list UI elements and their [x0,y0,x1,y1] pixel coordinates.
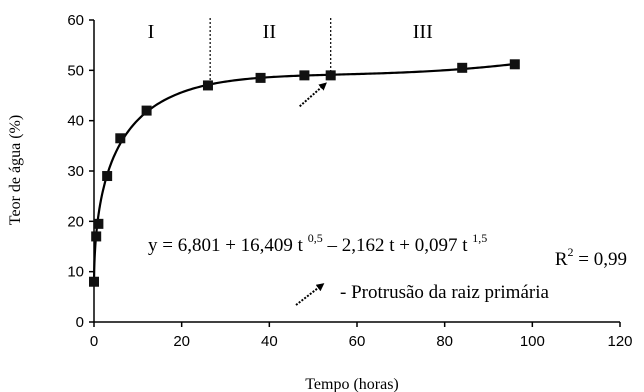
data-point [91,231,102,242]
x-tick-label: 80 [436,333,453,350]
x-tick-label: 120 [607,333,632,350]
y-tick-label: 30 [67,163,84,180]
legend-arrow-icon [295,283,325,306]
phase-label: III [413,21,433,43]
phase-labels: I II III [148,21,433,43]
x-axis-title: Tempo (horas) [305,376,399,392]
data-point [102,171,113,182]
equation-text: y = 6,801 + 16,409 t 0,5 – 2,162 t + 0,0… [148,231,487,256]
y-tick-label: 0 [76,314,84,331]
data-point [457,62,468,73]
r-squared-text: R2 = 0,99 [555,245,627,270]
x-tick-label: 40 [261,333,278,350]
data-point [141,105,152,116]
axes [93,20,620,323]
data-point [325,70,336,81]
x-tick-label: 100 [520,333,545,350]
x-tick-label: 0 [90,333,98,350]
y-tick-label: 20 [67,213,84,230]
y-tick-label: 10 [67,264,84,281]
data-point [89,276,99,287]
data-point [509,59,520,70]
data-point [202,80,213,91]
phase-label: I [148,21,155,43]
protrusion-arrows [295,82,327,306]
phase-label: II [263,21,276,43]
y-axis-title: Teor de água (%) [7,115,24,225]
y-tick-label: 40 [67,113,84,130]
data-point [93,218,104,229]
y-tick-label: 50 [67,62,84,79]
data-points [89,59,520,287]
data-point [115,133,126,144]
data-point [299,70,310,81]
y-tick-label: 60 [67,12,84,29]
protrusion-arrow [299,82,327,108]
data-point [255,72,266,83]
x-tick-label: 20 [173,333,190,350]
arrow-legend-text: - Protrusão da raiz primária [340,282,549,303]
ticks: 0 20 40 60 80 100 120 0 10 20 30 40 50 60 [67,12,632,350]
x-tick-label: 60 [349,333,366,350]
